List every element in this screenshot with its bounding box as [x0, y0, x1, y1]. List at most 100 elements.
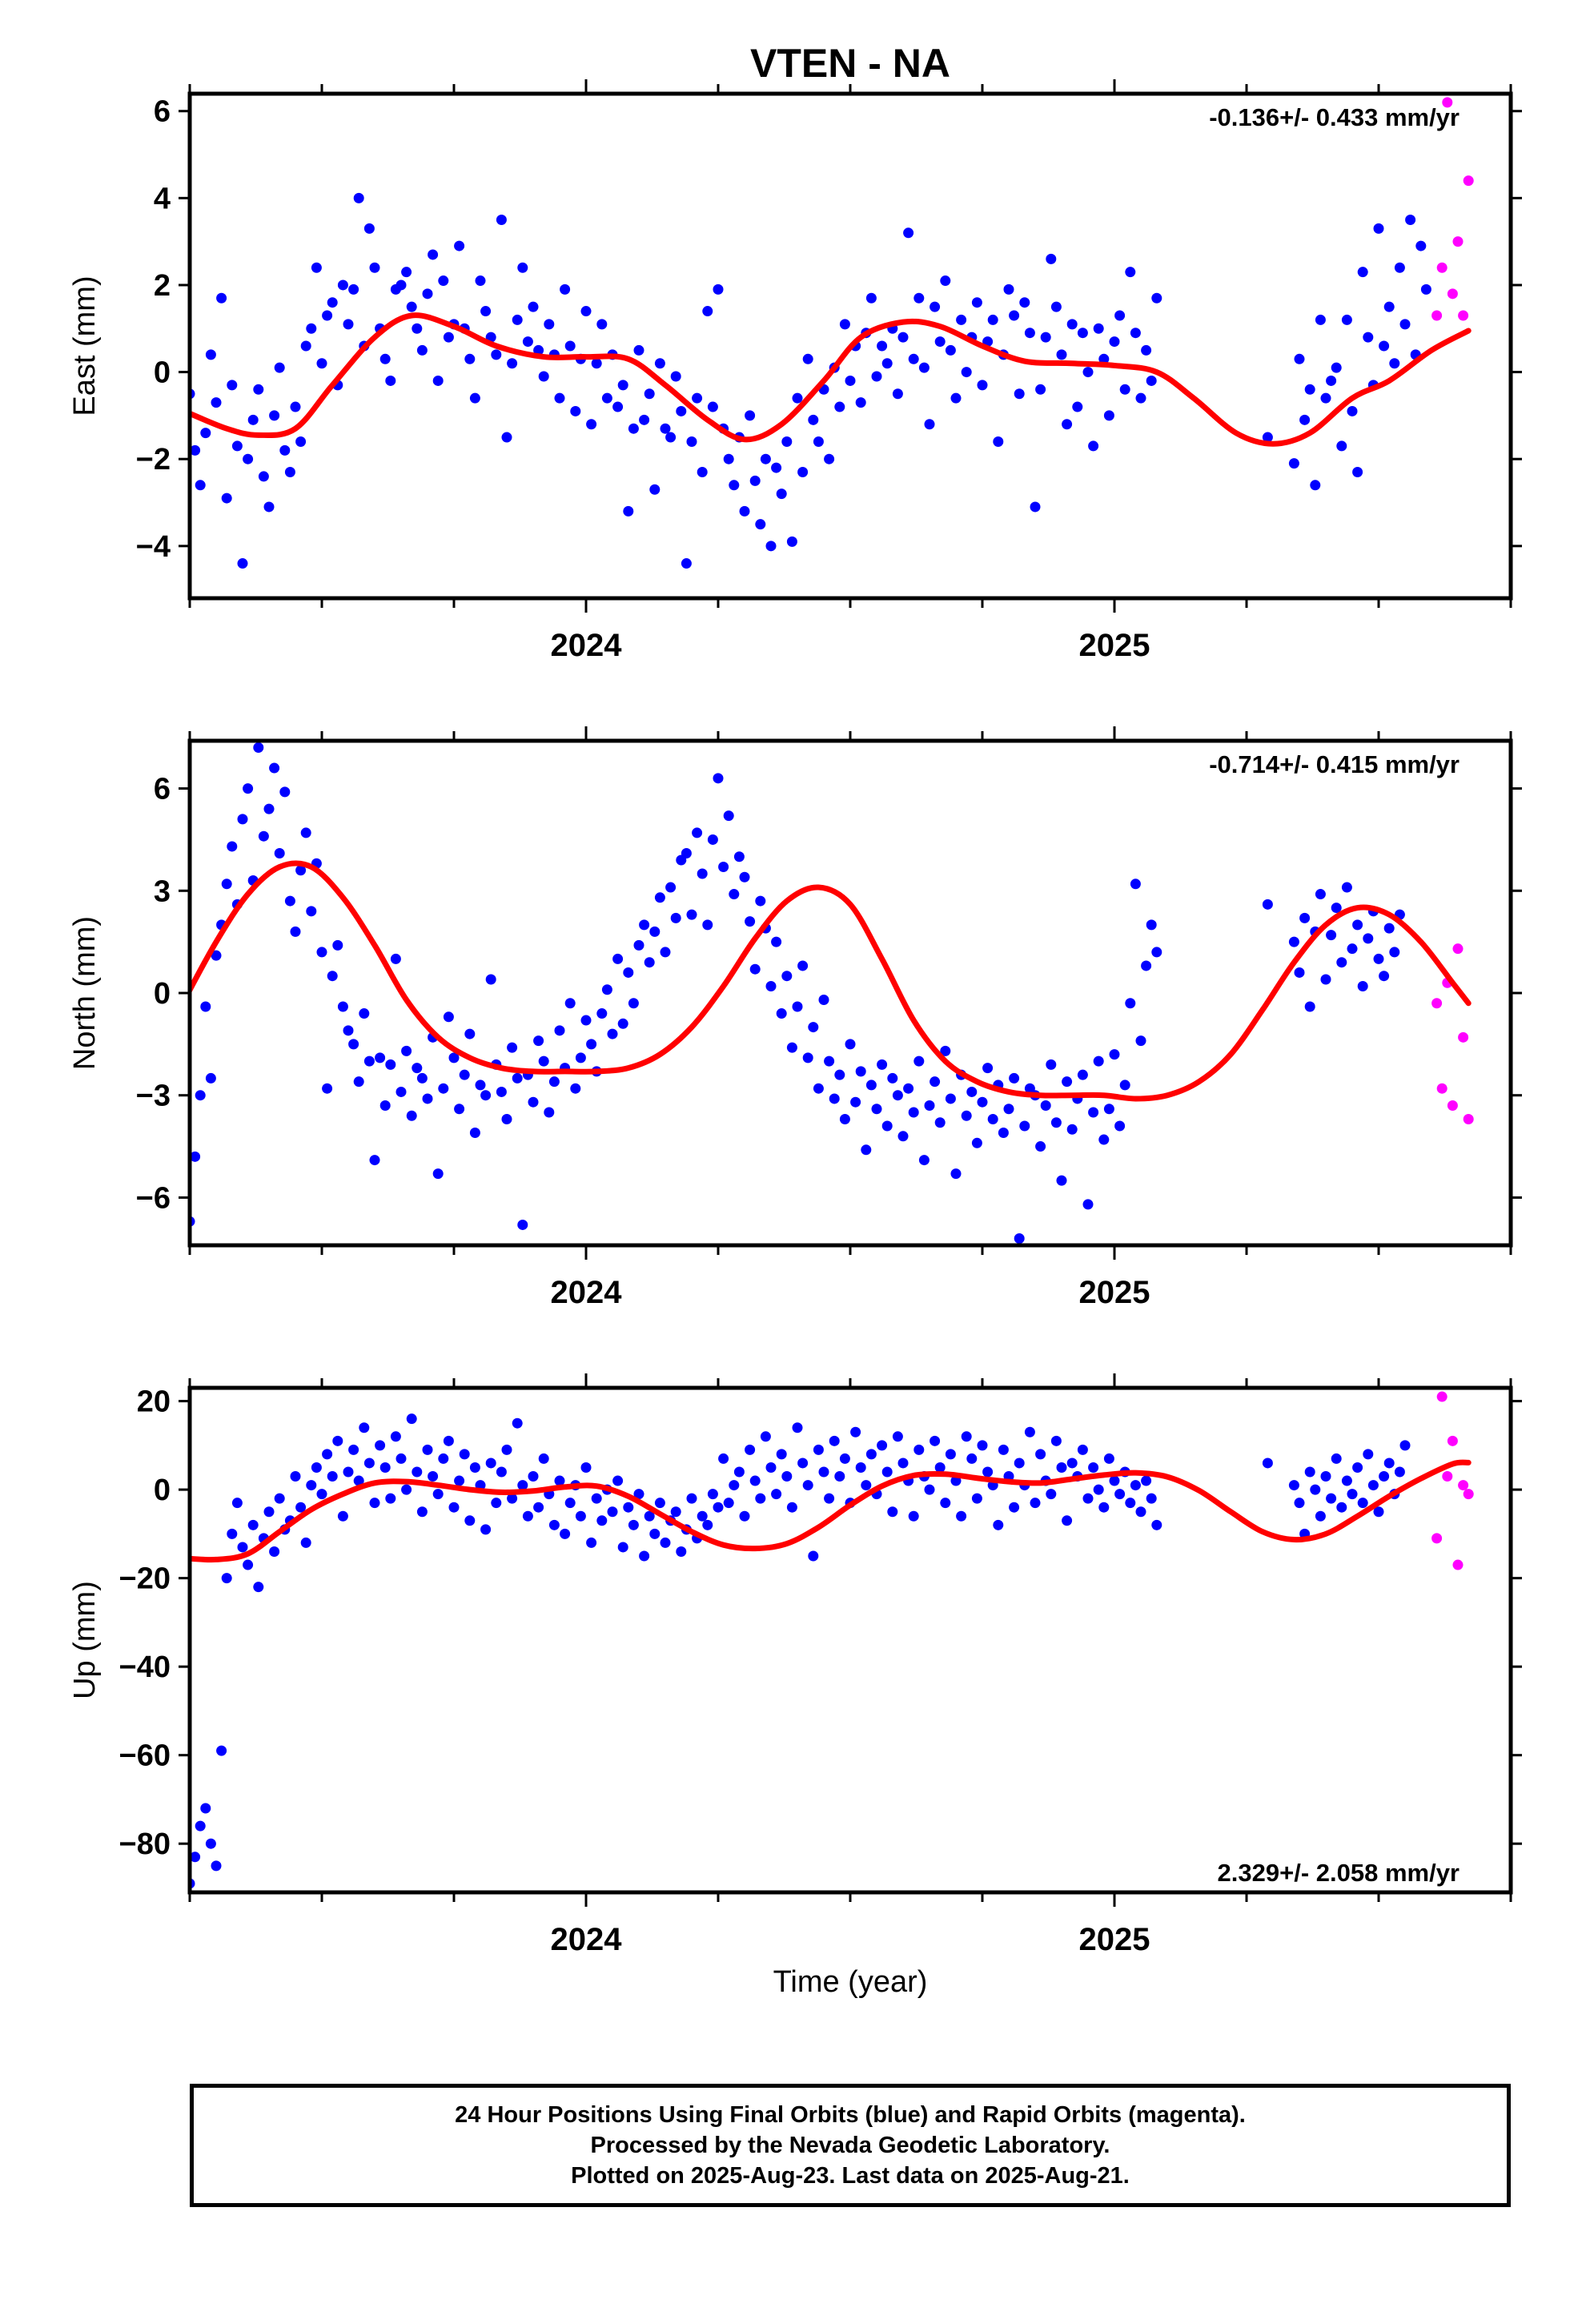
- final-orbit-point: [1130, 1480, 1141, 1491]
- final-orbit-point: [1135, 392, 1146, 404]
- final-orbit-point: [1151, 947, 1162, 958]
- x-tick-label: 2024: [551, 1922, 623, 1957]
- final-orbit-point: [824, 453, 835, 464]
- final-orbit-point: [1427, 0, 1437, 6]
- final-orbit-point: [707, 834, 718, 845]
- final-orbit-point: [1262, 1458, 1273, 1469]
- final-orbit-point: [396, 279, 407, 291]
- final-orbit-point: [1336, 1502, 1347, 1513]
- y-tick-label: 0: [154, 977, 171, 1011]
- final-orbit-point: [1109, 1049, 1120, 1060]
- final-orbit-point: [930, 301, 941, 312]
- final-orbit-point: [491, 349, 502, 360]
- final-orbit-point: [1030, 501, 1041, 513]
- final-orbit-point: [575, 1510, 586, 1522]
- final-orbit-point: [263, 501, 275, 513]
- final-orbit-point: [327, 1471, 338, 1482]
- y-tick-label: 6: [154, 95, 171, 129]
- final-orbit-point: [1341, 882, 1352, 893]
- final-orbit-point: [1383, 923, 1395, 934]
- final-orbit-point: [1114, 1120, 1126, 1132]
- final-orbit-point: [934, 336, 946, 348]
- final-orbit-point: [639, 1550, 650, 1562]
- rapid-orbit-point: [1452, 943, 1464, 955]
- final-orbit-point: [861, 1144, 872, 1156]
- final-orbit-point: [681, 847, 692, 858]
- final-orbit-point: [887, 1506, 898, 1518]
- final-orbit-point: [1009, 1502, 1020, 1513]
- final-orbit-point: [987, 1114, 998, 1124]
- final-orbit-point: [1341, 1475, 1352, 1486]
- final-orbit-point: [749, 475, 761, 486]
- final-orbit-point: [1347, 405, 1358, 416]
- final-orbit-point: [1320, 974, 1331, 985]
- final-orbit-point: [612, 401, 624, 412]
- final-orbit-point: [528, 1096, 539, 1108]
- final-orbit-point: [195, 480, 206, 491]
- final-orbit-point: [903, 227, 914, 239]
- final-orbit-point: [654, 358, 665, 369]
- final-orbit-point: [469, 1128, 480, 1139]
- final-orbit-point: [1024, 1426, 1035, 1437]
- final-orbit-point: [961, 1110, 972, 1121]
- final-orbit-point: [723, 453, 734, 464]
- final-orbit-point: [1062, 1515, 1073, 1526]
- plot-frame-up: [187, 1385, 1513, 1895]
- final-orbit-point: [644, 957, 655, 968]
- final-orbit-point: [1320, 392, 1331, 404]
- final-orbit-point: [517, 1219, 528, 1230]
- final-orbit-point: [1405, 0, 1415, 6]
- final-orbit-point: [1003, 1104, 1014, 1115]
- y-tick-label: −20: [119, 1562, 171, 1596]
- rapid-orbit-point: [1463, 175, 1474, 187]
- final-orbit-point: [702, 1519, 713, 1530]
- final-orbit-point: [718, 862, 729, 872]
- final-orbit-point: [1009, 1072, 1020, 1084]
- final-orbit-point: [1331, 362, 1342, 373]
- final-orbit-point: [279, 444, 291, 456]
- final-orbit-point: [586, 1039, 597, 1050]
- final-orbit-point: [818, 1466, 829, 1478]
- final-orbit-point: [745, 410, 756, 421]
- final-orbit-point: [1373, 223, 1384, 234]
- y-tick-label: 0: [154, 356, 171, 390]
- final-orbit-point: [654, 1498, 665, 1509]
- final-orbit-point: [522, 1510, 533, 1522]
- final-orbit-point: [729, 1480, 740, 1491]
- final-orbit-point: [707, 401, 718, 412]
- final-orbit-point: [221, 493, 232, 504]
- final-orbit-point: [993, 436, 1004, 447]
- final-orbit-point: [216, 292, 227, 304]
- final-orbit-point: [887, 1072, 898, 1084]
- final-orbit-point: [723, 810, 734, 822]
- final-orbit-point: [1420, 283, 1431, 295]
- final-orbit-point: [200, 1001, 211, 1012]
- final-orbit-point: [1146, 375, 1157, 386]
- final-orbit-point: [533, 1035, 544, 1047]
- final-orbit-point: [512, 314, 523, 325]
- final-orbit-point: [1114, 310, 1126, 321]
- final-orbit-point: [485, 974, 496, 985]
- final-orbit-point: [464, 1515, 476, 1526]
- final-orbit-point: [865, 1449, 877, 1460]
- final-orbit-point: [348, 283, 359, 295]
- final-orbit-point: [464, 353, 476, 364]
- final-orbit-point: [475, 1080, 486, 1091]
- final-orbit-point: [1315, 314, 1326, 325]
- final-orbit-point: [739, 505, 750, 517]
- final-orbit-point: [781, 1471, 793, 1482]
- final-orbit-point: [396, 1453, 407, 1464]
- final-orbit-point: [269, 410, 280, 421]
- x-axis-label: Time (year): [773, 1965, 928, 1999]
- final-orbit-point: [808, 1550, 819, 1562]
- final-orbit-point: [639, 414, 650, 425]
- final-orbit-point: [792, 392, 803, 404]
- final-orbit-point: [1066, 319, 1078, 330]
- final-orbit-point: [861, 1480, 872, 1491]
- final-orbit-point: [443, 1435, 454, 1446]
- final-orbit-point: [918, 1155, 930, 1166]
- final-orbit-point: [930, 1076, 941, 1088]
- final-orbit-point: [628, 423, 639, 434]
- final-orbit-point: [422, 1444, 433, 1455]
